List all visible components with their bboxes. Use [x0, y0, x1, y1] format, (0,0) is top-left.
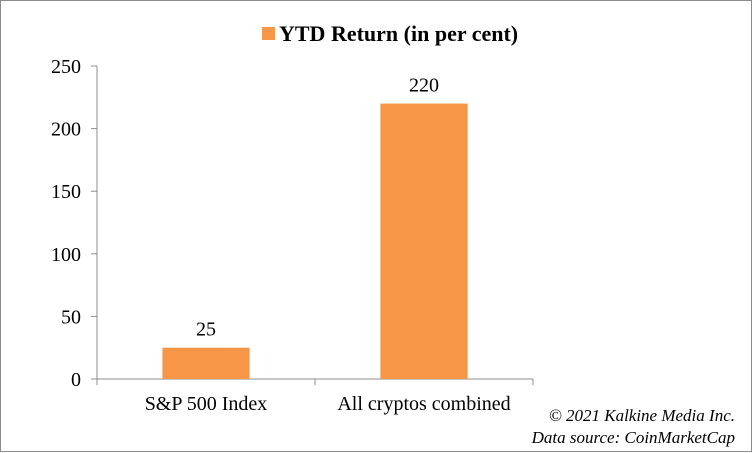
- bar: [380, 103, 468, 379]
- y-tick-label: 0: [71, 369, 81, 391]
- bar: [162, 347, 250, 379]
- y-tick-label: 50: [61, 306, 81, 328]
- y-tick-label: 150: [51, 181, 81, 203]
- data-source-text: Data source: CoinMarketCap: [531, 428, 735, 447]
- bar-value-label: 25: [196, 319, 216, 341]
- data-labels: 25 220: [196, 75, 439, 341]
- legend: YTD Return (in per cent): [262, 21, 518, 46]
- category-label: S&P 500 Index: [145, 393, 268, 415]
- bars: [162, 103, 468, 379]
- legend-swatch: [262, 27, 275, 40]
- legend-label: YTD Return (in per cent): [279, 21, 518, 46]
- category-label: All cryptos combined: [337, 393, 510, 415]
- copyright-text: © 2021 Kalkine Media Inc.: [548, 406, 735, 425]
- y-tick-label: 100: [51, 244, 81, 266]
- y-tick-label: 250: [51, 56, 81, 78]
- y-tick-label: 200: [51, 119, 81, 141]
- bar-value-label: 220: [409, 75, 439, 97]
- axes: 0 50 100 150 200 250 S&P 500 Index All cryptos …: [51, 56, 534, 415]
